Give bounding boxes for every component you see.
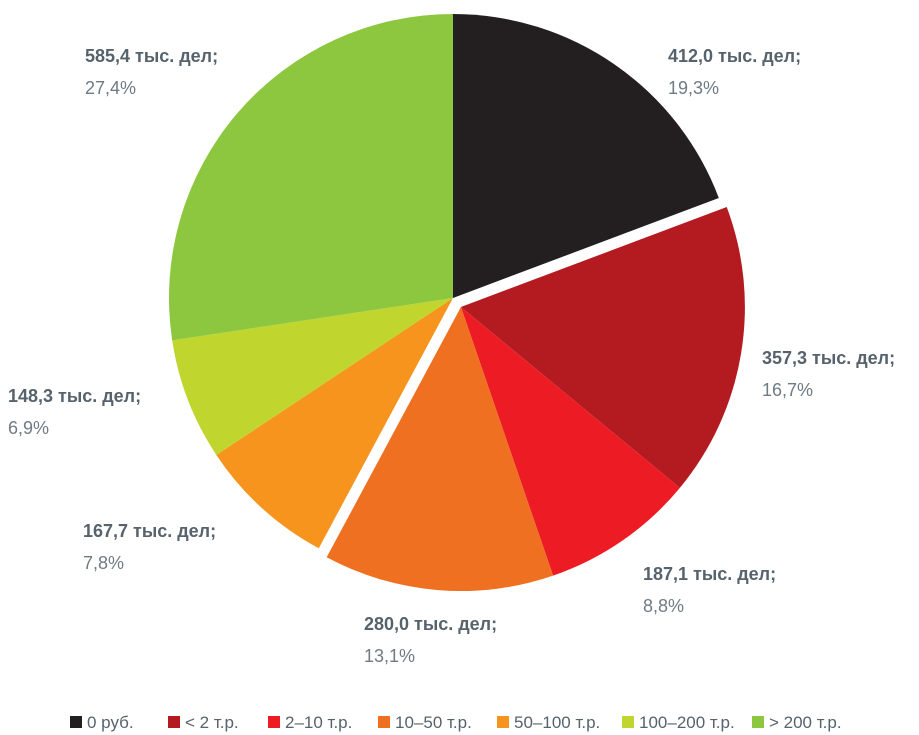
pie-slice: [460, 307, 680, 576]
value-label: 187,1 тыс. дел;: [643, 564, 776, 584]
percent-label: 19,3%: [668, 78, 719, 98]
value-label: 585,4 тыс. дел;: [85, 46, 218, 66]
percent-label: 13,1%: [364, 646, 415, 666]
legend-label: 2–10 т.р.: [285, 713, 352, 732]
percent-label: 7,8%: [83, 553, 124, 573]
legend-label: 10–50 т.р.: [395, 713, 472, 732]
legend-swatch: [378, 716, 390, 728]
legend-swatch: [752, 716, 764, 728]
pie-slice: [326, 307, 554, 592]
legend-swatch: [622, 716, 634, 728]
legend-swatch: [497, 716, 509, 728]
value-label: 148,3 тыс. дел;: [8, 386, 141, 406]
pie-slice: [453, 14, 719, 298]
value-label: 167,7 тыс. дел;: [83, 521, 216, 541]
legend-label: > 200 т.р.: [769, 713, 842, 732]
value-label: 412,0 тыс. дел;: [668, 46, 801, 66]
legend-label: 50–100 т.р.: [514, 713, 600, 732]
legend-label: 0 руб.: [87, 713, 134, 732]
percent-label: 16,7%: [762, 380, 813, 400]
pie-slice: [172, 298, 453, 455]
percent-label: 6,9%: [8, 418, 49, 438]
pie-slice: [460, 207, 745, 488]
legend-label: 100–200 т.р.: [639, 713, 735, 732]
legend-swatch: [70, 716, 82, 728]
pie-slice: [216, 298, 453, 549]
pie-slice: [169, 14, 453, 341]
percent-label: 8,8%: [643, 596, 684, 616]
percent-label: 27,4%: [85, 78, 136, 98]
value-label: 357,3 тыс. дел;: [762, 348, 895, 368]
legend-label: < 2 т.р.: [185, 713, 239, 732]
legend-swatch: [268, 716, 280, 728]
legend-swatch: [168, 716, 180, 728]
value-label: 280,0 тыс. дел;: [364, 614, 497, 634]
